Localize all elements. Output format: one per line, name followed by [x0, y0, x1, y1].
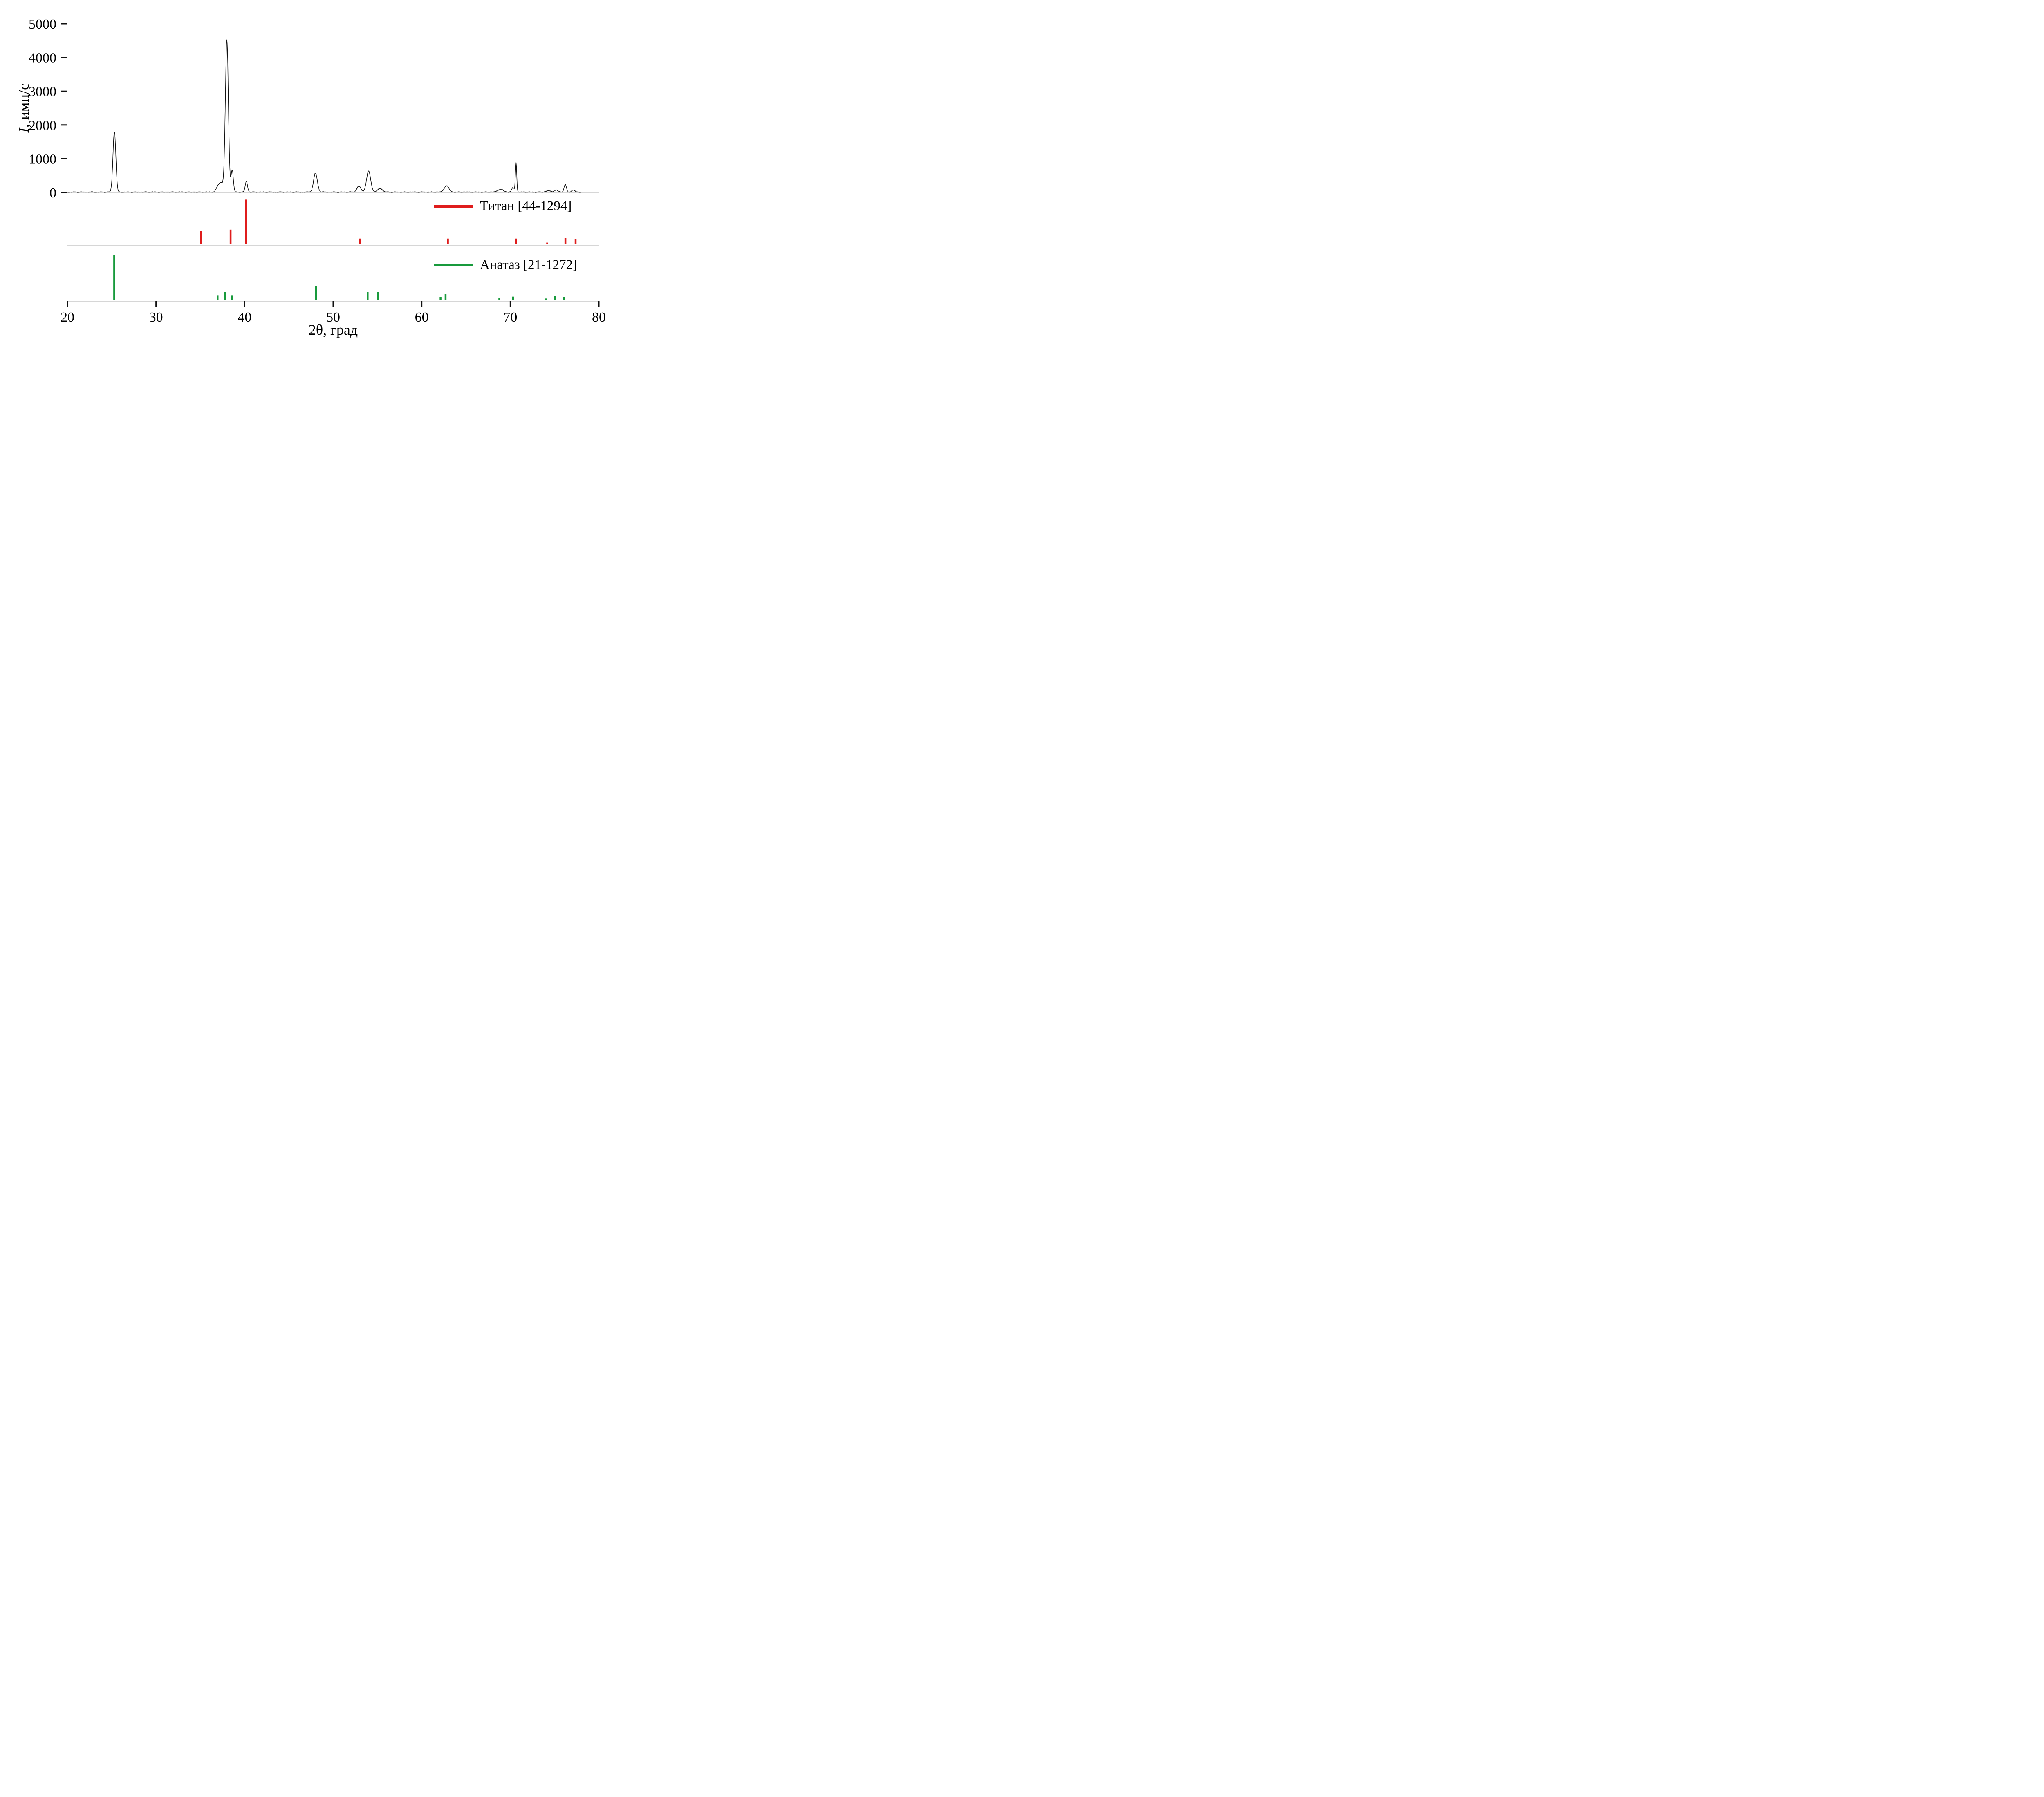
y-axis-title-symbol: I [16, 128, 32, 133]
x-tick-label: 60 [415, 310, 429, 325]
xrd-figure: 0 1000 2000 3000 4000 5000 20 30 40 50 60 70 80 I, и… [0, 0, 619, 359]
y-tick-label: 2000 [29, 118, 56, 133]
y-axis-title-units: , имп/с [16, 83, 32, 128]
x-tick-label: 30 [149, 310, 163, 325]
y-axis-title: I, имп/с [15, 83, 32, 132]
legend-anatase: Анатаз [21-1272] [434, 257, 577, 273]
y-tick-label: 5000 [29, 17, 56, 32]
x-tick-label: 80 [592, 310, 606, 325]
legend-titanium: Титан [44-1294] [434, 199, 572, 214]
anatase-color-swatch [434, 264, 473, 266]
x-tick-label: 40 [238, 310, 251, 325]
legend-anatase-label: Анатаз [21-1272] [480, 257, 578, 272]
x-tick-label: 50 [326, 310, 340, 325]
y-tick-label: 1000 [29, 152, 56, 167]
y-tick-label: 4000 [29, 51, 56, 66]
titanium-color-swatch [434, 205, 473, 208]
xrd-pattern-line [66, 39, 581, 193]
legend-titanium-label: Титан [44-1294] [480, 199, 572, 213]
xrd-chart-canvas: 0 1000 2000 3000 4000 5000 20 30 40 50 60 70 80 [29, 17, 606, 325]
x-tick-label: 70 [503, 310, 517, 325]
x-tick-label: 20 [61, 310, 74, 325]
x-axis-title: 2θ, град [308, 322, 358, 338]
y-tick-label: 0 [49, 186, 56, 201]
y-tick-label: 3000 [29, 84, 56, 99]
